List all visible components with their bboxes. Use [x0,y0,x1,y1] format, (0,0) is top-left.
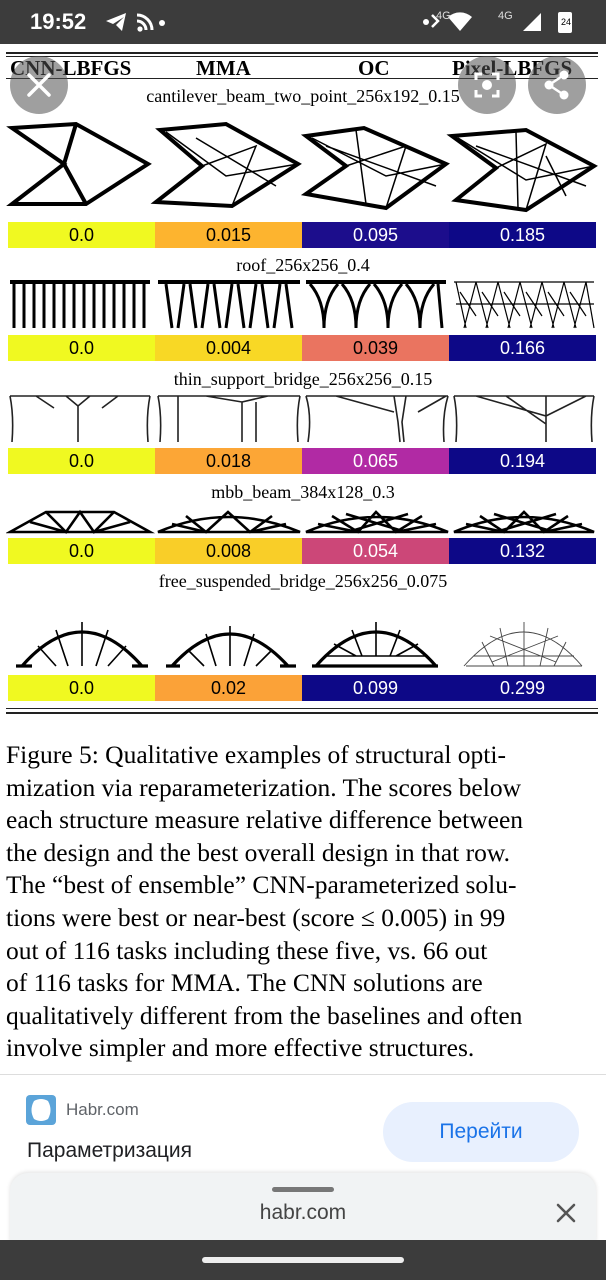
score-cell: 0.095 [302,222,449,248]
score-cell: 0.0 [8,335,155,361]
bottom-rule-thick [6,712,598,714]
share-button[interactable] [528,56,586,114]
score-cell: 0.0 [8,675,155,701]
row-4-structures [6,509,595,535]
caption-line: mization via reparameterization. The sco… [6,772,521,802]
caption-line: tions were best or near-best (score ≤ 0.… [6,902,506,932]
header-rule [6,78,598,79]
close-icon[interactable] [550,1197,582,1229]
score-cell: 0.166 [449,335,596,361]
battery-icon [558,12,572,33]
row-title-3: thin_support_bridge_256x256_0.15 [173,369,433,389]
row-2-structures [10,280,595,329]
caption-line: out of 116 tasks including these five, v… [6,935,488,965]
source-panel: Habr.com Параметризация Перейти [0,1074,606,1174]
sheet-drag-handle[interactable] [272,1187,334,1192]
score-cell: 0.015 [155,222,302,248]
visit-button[interactable]: Перейти [383,1102,579,1162]
score-cell: 0.004 [155,335,302,361]
signal-icons [423,12,572,33]
url-text[interactable]: habr.com [259,1201,347,1224]
header-oc: OC [358,56,390,80]
source-title[interactable]: Параметризация [27,1139,193,1162]
score-cell: 0.02 [155,675,302,701]
row-title-2: roof_256x256_0.4 [236,255,370,275]
dot-icon [159,20,165,26]
caption-line: The “best of ensemble” CNN-parameterized… [6,870,517,900]
lens-button[interactable] [458,56,516,114]
row-3-structures [9,395,595,443]
network-label-1: 4G [436,10,451,22]
row-title-1: cantilever_beam_two_point_256x192_0.15 [146,86,460,106]
row-1-structures [6,121,598,213]
score-cell: 0.132 [449,538,596,564]
score-cell: 0.299 [449,675,596,701]
lens-icon [474,72,500,98]
top-rule [6,52,598,54]
score-cell: 0.099 [302,675,449,701]
score-cell: 0.018 [155,448,302,474]
caption-line: Figure 5: Qualitative examples of struct… [6,740,506,769]
row-title-5: free_suspended_bridge_256x256_0.075 [158,571,448,591]
score-cell: 0.185 [449,222,596,248]
caption-line: involve simpler and more effective struc… [6,1033,475,1063]
caption-line: each structure measure relative differen… [6,805,524,835]
figure-caption: Figure 5: Qualitative examples of struct… [6,739,600,1065]
score-cell: 0.039 [302,335,449,361]
source-domain: Habr.com [66,1100,139,1119]
score-cell: 0.0 [8,222,155,248]
status-bar: 19:52 4G 4G 24 [0,0,606,44]
score-cell: 0.194 [449,448,596,474]
telegram-icon [106,13,165,32]
top-rule-thin [6,56,598,57]
caption-line: the design and the best overall design i… [6,837,510,867]
header-mma: MMA [196,56,251,80]
row-title-4: mbb_beam_384x128_0.3 [211,482,395,502]
network-label-2: 4G [498,10,513,22]
battery-level: 24 [561,17,572,27]
share-icon [544,70,569,100]
habr-logo-icon [26,1095,56,1125]
rss-icon [136,13,154,32]
wifi-icon [448,12,472,31]
navigation-bar [0,1240,606,1280]
close-viewer-button[interactable] [10,56,68,114]
close-icon [27,73,51,97]
paper-figure: CNN-LBFGS MMA OC Pixel-LBFGS cantilever_… [0,44,606,1072]
score-cell: 0.065 [302,448,449,474]
home-gesture-pill[interactable] [202,1257,404,1263]
row-5-structures [16,622,583,668]
url-sheet[interactable]: habr.com [10,1173,596,1243]
cell-signal-icon [523,13,541,31]
caption-line: of 116 tasks for MMA. The CNN solutions … [6,968,483,998]
bottom-rule [6,708,598,709]
score-cell: 0.008 [155,538,302,564]
status-time: 19:52 [30,9,87,34]
score-cell: 0.0 [8,448,155,474]
score-cell: 0.0 [8,538,155,564]
caption-line: qualitatively different from the baselin… [6,1000,523,1030]
score-cell: 0.054 [302,538,449,564]
status-right: 4G 4G 24 [418,9,588,35]
